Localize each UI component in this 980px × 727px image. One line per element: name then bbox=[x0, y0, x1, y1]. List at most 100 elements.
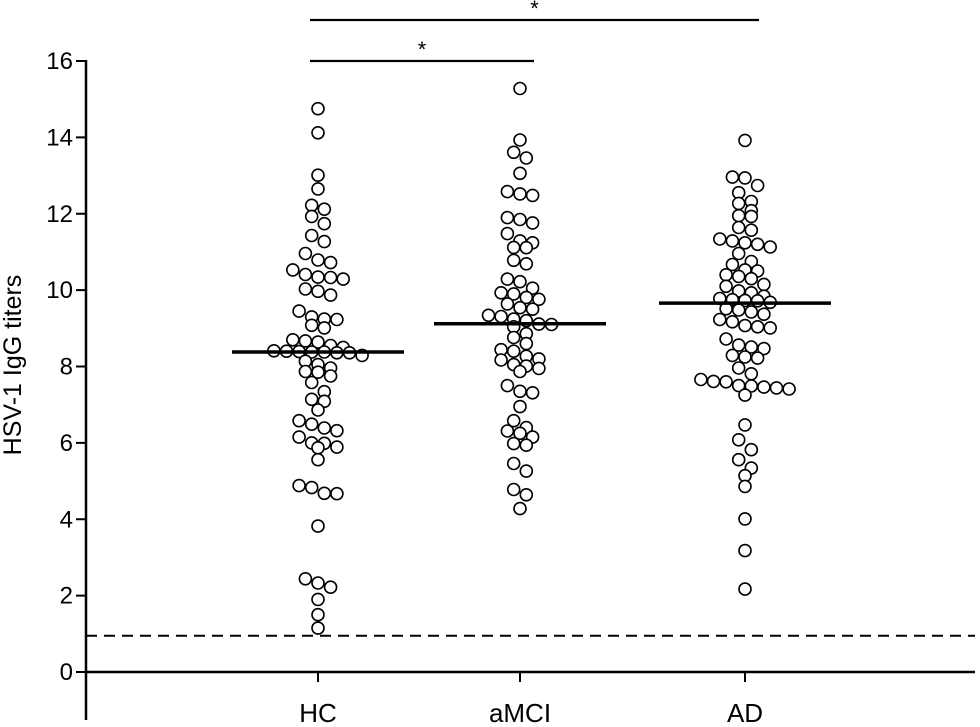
data-point-HC bbox=[304, 228, 319, 243]
data-point-aMCI bbox=[525, 188, 540, 203]
significance-star-HC-AD: * bbox=[530, 0, 539, 21]
data-point-HC bbox=[304, 375, 319, 390]
data-point-HC bbox=[317, 321, 332, 335]
data-point-AD bbox=[738, 479, 752, 494]
x-tick-label-HC: HC bbox=[299, 698, 337, 727]
data-point-aMCI bbox=[500, 226, 515, 241]
data-point-aMCI bbox=[519, 336, 534, 351]
data-point-aMCI bbox=[481, 308, 496, 323]
data-point-AD bbox=[744, 442, 759, 457]
data-point-HC bbox=[311, 270, 325, 284]
data-point-HC bbox=[330, 486, 344, 501]
data-point-HC bbox=[311, 101, 325, 116]
x-tick-label-AD: AD bbox=[727, 698, 763, 727]
data-point-AD bbox=[744, 271, 759, 286]
data-point-aMCI bbox=[519, 256, 534, 271]
data-point-HC bbox=[317, 202, 332, 216]
data-point-HC bbox=[323, 255, 338, 270]
data-point-AD bbox=[706, 374, 721, 389]
data-point-HC bbox=[292, 478, 306, 493]
data-point-aMCI bbox=[500, 297, 515, 311]
data-point-AD bbox=[744, 209, 759, 224]
data-point-HC bbox=[304, 480, 319, 495]
data-point-aMCI bbox=[506, 145, 521, 160]
data-point-HC bbox=[304, 209, 319, 224]
data-point-aMCI bbox=[506, 344, 521, 359]
data-point-HC bbox=[330, 440, 344, 454]
data-point-AD bbox=[738, 543, 752, 558]
data-point-AD bbox=[731, 432, 746, 447]
data-point-AD bbox=[738, 236, 752, 250]
data-point-aMCI bbox=[500, 424, 515, 438]
data-point-aMCI bbox=[513, 384, 527, 399]
data-point-aMCI bbox=[513, 187, 527, 201]
data-point-AD bbox=[731, 303, 746, 317]
data-point-AD bbox=[738, 171, 752, 185]
data-point-AD bbox=[744, 366, 759, 381]
data-point-AD bbox=[731, 196, 746, 211]
data-point-HC bbox=[330, 312, 344, 327]
data-point-HC bbox=[323, 270, 338, 285]
data-point-AD bbox=[757, 277, 771, 292]
data-point-aMCI bbox=[513, 166, 527, 181]
data-point-AD bbox=[731, 452, 746, 467]
y-tick-label-6: 6 bbox=[60, 430, 73, 457]
data-point-HC bbox=[285, 332, 300, 347]
data-point-AD bbox=[719, 267, 733, 282]
data-point-aMCI bbox=[506, 253, 521, 268]
data-point-HC bbox=[311, 182, 325, 196]
data-point-aMCI bbox=[513, 364, 527, 379]
data-point-HC bbox=[304, 392, 319, 407]
data-point-HC bbox=[298, 246, 313, 261]
data-point-aMCI bbox=[506, 330, 521, 345]
data-point-aMCI bbox=[494, 309, 508, 324]
data-point-AD bbox=[712, 312, 727, 327]
data-point-AD bbox=[738, 350, 752, 364]
data-point-AD bbox=[750, 237, 765, 252]
data-point-aMCI bbox=[506, 436, 521, 451]
data-point-HC bbox=[323, 369, 338, 383]
data-point-AD bbox=[750, 178, 765, 193]
data-point-AD bbox=[731, 208, 746, 223]
data-point-HC bbox=[304, 318, 319, 333]
data-point-aMCI bbox=[513, 212, 527, 227]
data-point-aMCI bbox=[513, 399, 527, 414]
data-point-AD bbox=[750, 319, 765, 334]
significance-star-HC-aMCI: * bbox=[418, 37, 427, 62]
data-point-AD bbox=[738, 418, 752, 432]
data-point-aMCI bbox=[525, 385, 540, 400]
data-point-aMCI bbox=[494, 285, 508, 300]
data-point-AD bbox=[757, 341, 771, 356]
data-point-aMCI bbox=[513, 133, 527, 147]
data-point-HC bbox=[311, 607, 325, 622]
data-point-AD bbox=[725, 170, 740, 184]
data-point-HC bbox=[311, 365, 325, 380]
data-point-AD bbox=[782, 382, 796, 396]
data-point-AD bbox=[763, 321, 778, 335]
data-point-aMCI bbox=[500, 210, 515, 225]
data-point-aMCI bbox=[519, 290, 534, 305]
data-point-aMCI bbox=[519, 151, 534, 165]
x-tick-label-aMCI: aMCI bbox=[489, 698, 551, 727]
data-point-AD bbox=[763, 240, 778, 254]
data-point-HC bbox=[311, 576, 325, 590]
data-point-AD bbox=[725, 234, 740, 248]
data-point-HC bbox=[298, 334, 313, 348]
y-tick-label-10: 10 bbox=[46, 277, 73, 304]
data-point-aMCI bbox=[500, 272, 515, 286]
y-tick-label-4: 4 bbox=[60, 506, 73, 533]
data-point-AD bbox=[738, 318, 752, 333]
data-point-AD bbox=[744, 223, 759, 237]
data-point-HC bbox=[292, 304, 306, 318]
data-point-AD bbox=[731, 246, 746, 261]
data-point-AD bbox=[731, 338, 746, 352]
data-point-aMCI bbox=[513, 274, 527, 289]
data-point-HC bbox=[330, 423, 344, 438]
data-point-aMCI bbox=[525, 281, 540, 296]
data-point-HC bbox=[317, 486, 332, 501]
data-point-AD bbox=[738, 582, 752, 596]
data-point-AD bbox=[731, 361, 746, 375]
data-point-aMCI bbox=[525, 216, 540, 230]
y-tick-label-2: 2 bbox=[60, 583, 73, 610]
